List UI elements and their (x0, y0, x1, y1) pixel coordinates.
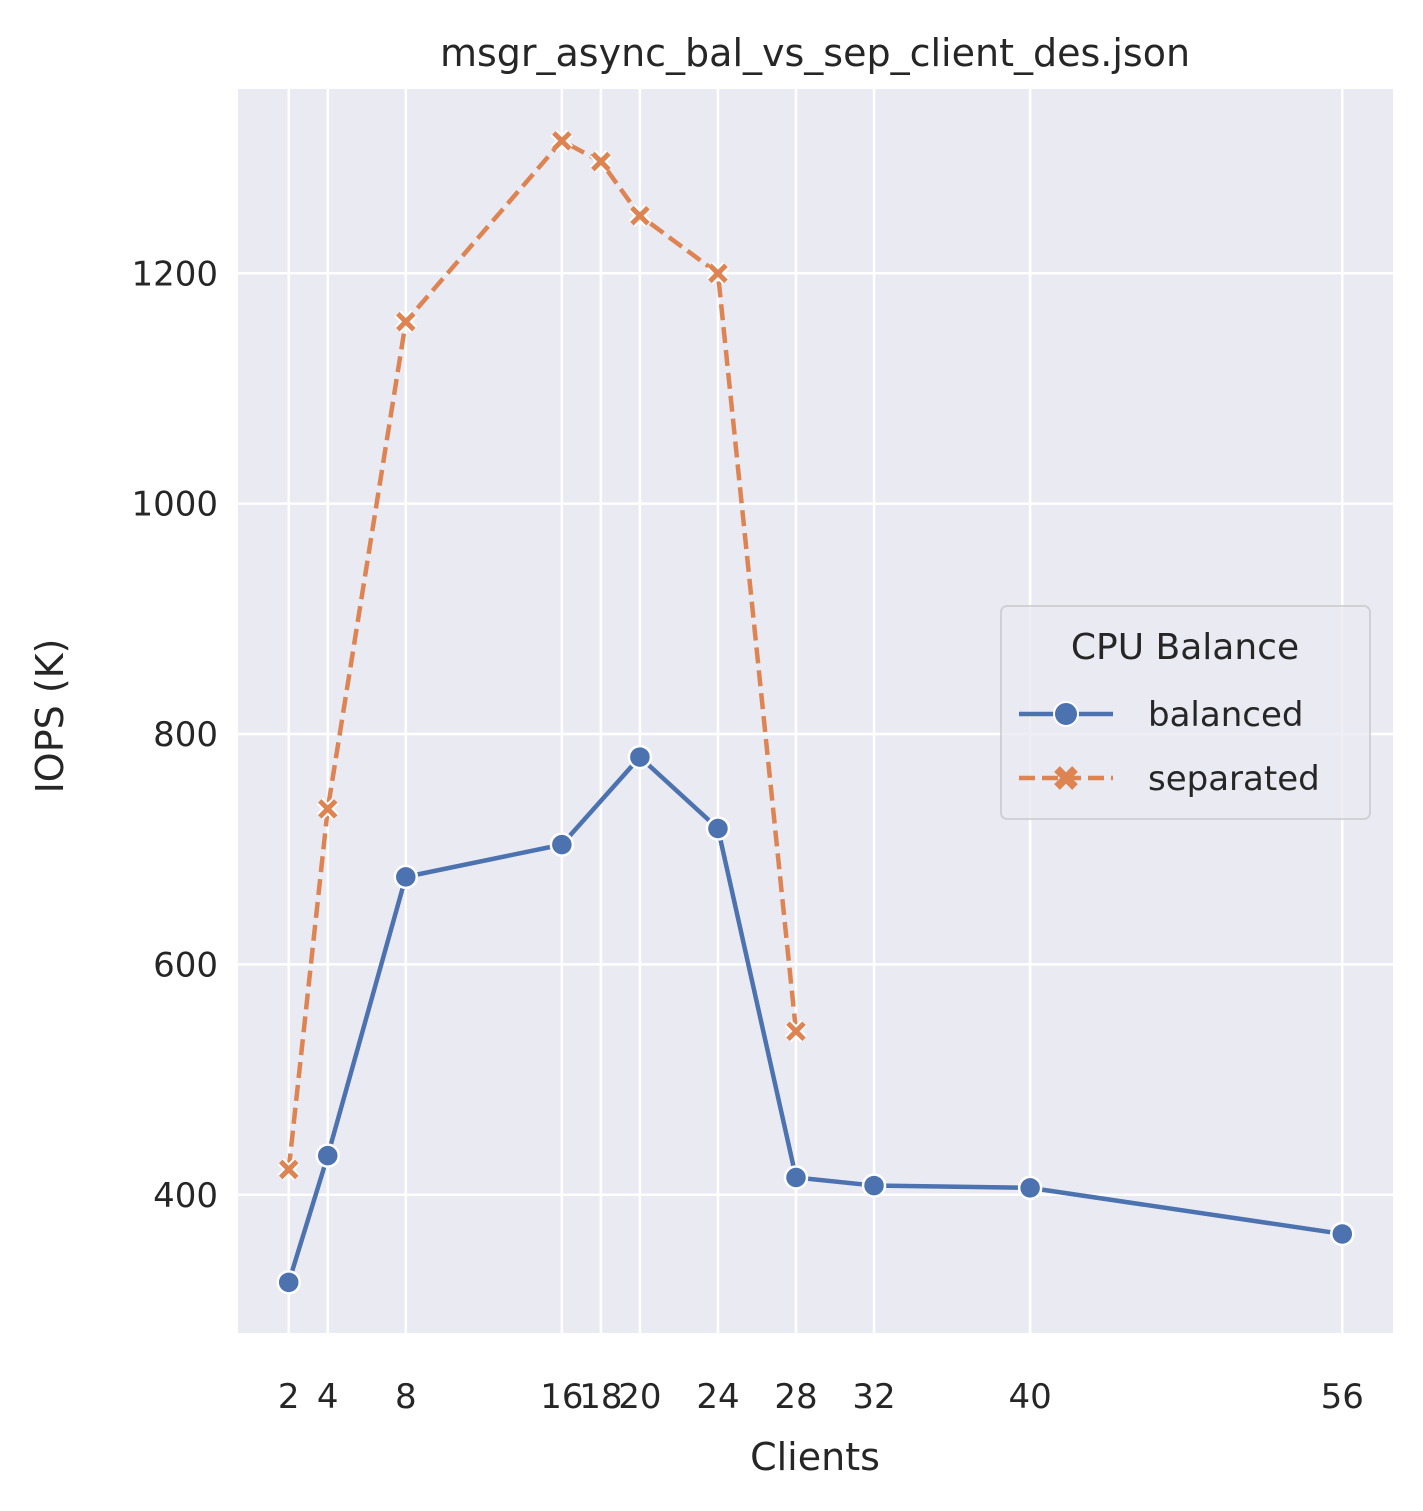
data-point-separated (394, 310, 417, 333)
series-separated (277, 129, 808, 1181)
data-point-balanced (861, 1173, 887, 1198)
data-point-separated (784, 1020, 808, 1043)
point-marker-cross (278, 1159, 299, 1180)
data-point-balanced (627, 744, 653, 770)
x-tick-label: 56 (1321, 1377, 1364, 1417)
x-tick-label: 32 (852, 1377, 895, 1417)
series-balanced (276, 744, 1355, 1295)
point-marker-cross (786, 1021, 806, 1041)
chart-title: msgr_async_bal_vs_sep_client_des.json (440, 31, 1190, 75)
x-tick-label: 4 (317, 1377, 339, 1417)
point-marker-cross (591, 151, 611, 172)
legend-title: CPU Balance (1071, 627, 1299, 668)
data-point-balanced (315, 1143, 340, 1168)
y-tick-label: 800 (153, 715, 218, 755)
x-tick-label: 20 (618, 1377, 661, 1417)
series-line-separated (286, 138, 799, 1170)
legend-frame (1000, 605, 1371, 820)
data-point-balanced (549, 832, 575, 857)
data-point-separated (706, 262, 730, 285)
data-point-separated (628, 204, 652, 227)
legend-label: separated (1148, 759, 1320, 799)
x-tick-label: 16 (540, 1377, 583, 1417)
data-point-separated (277, 1158, 300, 1181)
data-point-balanced (1017, 1175, 1043, 1201)
legend-entry-balanced: balanced (1019, 695, 1303, 735)
data-point-separated (550, 129, 574, 153)
x-tick-label: 40 (1008, 1377, 1051, 1417)
y-tick-label: 600 (153, 945, 218, 985)
x-tick-label: 18 (579, 1377, 622, 1417)
x-tick-label: 2 (278, 1377, 300, 1417)
legend: CPU Balance balanced separated (1000, 605, 1371, 820)
data-point-balanced (783, 1165, 809, 1190)
x-tick-label: 28 (774, 1377, 817, 1417)
y-tick-label: 1000 (131, 485, 218, 525)
y-tick-label: 400 (153, 1176, 218, 1216)
y-tick-label: 1200 (131, 254, 218, 294)
series-layer (276, 129, 1355, 1295)
data-point-separated (316, 797, 339, 821)
data-point-balanced (276, 1270, 301, 1295)
point-marker-cross (396, 311, 416, 332)
legend-label: balanced (1148, 695, 1303, 735)
data-point-balanced (705, 816, 731, 841)
point-marker-cross (317, 799, 338, 819)
point-marker-cross (552, 131, 572, 151)
legend-marker (1053, 701, 1079, 727)
data-point-separated (589, 150, 613, 173)
legend-entries: balanced separated (1019, 695, 1320, 799)
point-marker-cross (708, 263, 728, 284)
series-line-balanced (286, 754, 1343, 1283)
legend-marker (1054, 766, 1078, 790)
data-point-balanced (1330, 1221, 1355, 1247)
x-axis-label: Clients (750, 1435, 880, 1479)
legend-entry-separated: separated (1019, 759, 1320, 799)
point-marker-cross (630, 205, 650, 226)
data-point-balanced (393, 864, 419, 890)
x-tick-label: 8 (395, 1377, 417, 1417)
y-axis-label: IOPS (K) (28, 639, 72, 794)
x-tick-label: 24 (696, 1377, 739, 1417)
